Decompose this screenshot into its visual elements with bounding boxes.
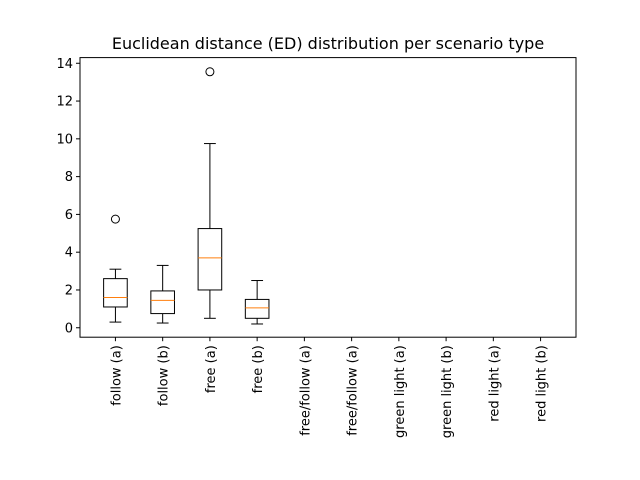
x-tick-label: follow (a) xyxy=(109,345,124,406)
x-tick-label: free/follow (a) xyxy=(298,345,313,436)
x-tick-label: green light (a) xyxy=(393,345,408,438)
x-tick-label: red light (b) xyxy=(535,345,550,422)
box-group xyxy=(103,67,270,325)
iqr-box xyxy=(150,290,175,315)
y-tick-label: 6 xyxy=(65,208,73,223)
y-tick-label: 14 xyxy=(56,57,73,72)
chart-title: Euclidean distance (ED) distribution per… xyxy=(112,34,544,53)
y-tick-label: 12 xyxy=(56,95,73,110)
outlier-point xyxy=(110,214,120,224)
x-tick-label: follow (b) xyxy=(157,345,172,406)
x-tick-label: free (a) xyxy=(204,345,219,393)
iqr-box xyxy=(197,228,223,291)
x-tick-label: green light (b) xyxy=(440,345,455,438)
box-4 xyxy=(244,280,270,325)
iqr-box xyxy=(244,298,270,319)
y-tick-label: 4 xyxy=(65,246,73,261)
y-axis: 0 2 4 6 8 10 12 14 xyxy=(56,57,80,336)
y-tick-label: 2 xyxy=(65,283,73,298)
y-tick-label: 8 xyxy=(65,170,73,185)
box-3 xyxy=(197,67,223,319)
outlier-point xyxy=(205,67,215,77)
x-tick-label: red light (a) xyxy=(487,345,502,422)
x-axis: follow (a) follow (b) free (a) free (b) free… xyxy=(109,337,550,438)
box-2 xyxy=(150,264,175,324)
x-tick-label: free/follow (a) xyxy=(346,345,361,436)
plot-frame xyxy=(79,57,577,338)
y-tick-label: 0 xyxy=(65,321,73,336)
y-tick-label: 10 xyxy=(56,132,73,147)
x-tick-label: free (b) xyxy=(251,345,266,393)
iqr-box xyxy=(103,278,128,308)
box-1 xyxy=(103,214,128,323)
